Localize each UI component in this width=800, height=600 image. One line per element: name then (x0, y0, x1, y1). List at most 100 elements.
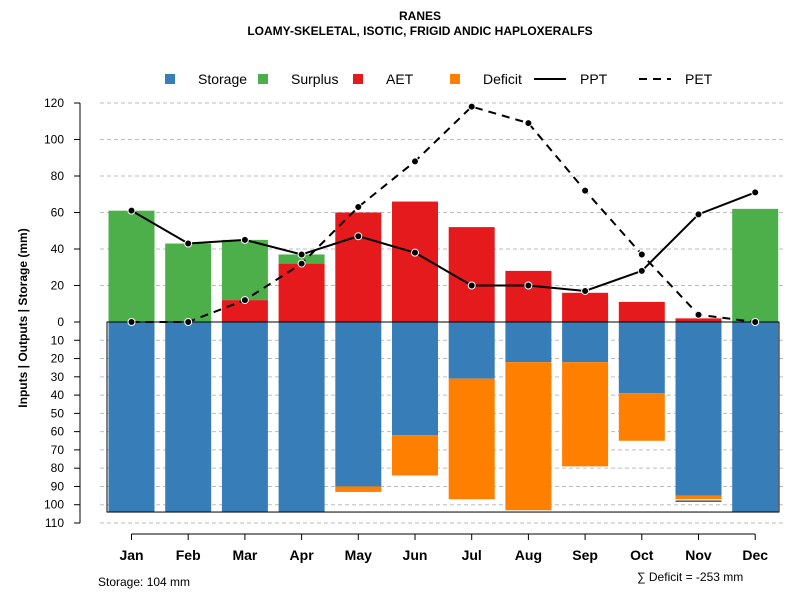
bar-storage (732, 322, 779, 513)
ppt-point (127, 206, 136, 215)
x-tick-label: Jul (462, 547, 482, 563)
legend-label-deficit: Deficit (483, 71, 522, 87)
bar-storage (278, 322, 325, 513)
bar-deficit (335, 486, 382, 492)
x-tick-label: Apr (290, 547, 315, 563)
bar-storage (165, 322, 212, 513)
bar-surplus (732, 208, 779, 322)
bar-surplus (221, 239, 268, 301)
pet-point (524, 119, 533, 128)
pet-point (411, 157, 419, 166)
deficit-note: ∑ Deficit = -253 mm (637, 570, 744, 584)
pet-point (751, 318, 760, 326)
pet-line (131, 105, 756, 323)
y-tick-label: 20 (51, 279, 65, 293)
ppt-point (694, 210, 703, 219)
x-tick-label: May (345, 547, 372, 563)
y-tick-label: 100 (44, 133, 64, 147)
bar-storage (562, 322, 609, 363)
bar-aet (562, 292, 609, 322)
ppt-point (751, 188, 760, 197)
legend-label-pet: PET (685, 71, 713, 87)
pet-point (127, 318, 136, 326)
bars-group (106, 201, 780, 513)
legend-label-storage: Storage (198, 71, 247, 87)
lines-group (127, 102, 760, 326)
bar-storage (108, 322, 155, 513)
bar-deficit (618, 393, 665, 441)
legend-swatch-aet (353, 74, 363, 84)
bar-aet (505, 270, 552, 322)
pet-point (694, 310, 703, 319)
bar-storage (505, 322, 552, 363)
bar-deficit (505, 362, 552, 511)
ppt-point (297, 250, 306, 259)
bar-storage (392, 322, 438, 436)
x-tick-label: Oct (630, 547, 654, 563)
y-tick-label: 100 (44, 498, 64, 512)
bar-aet (675, 318, 722, 322)
y-tick-label: 110 (45, 516, 64, 530)
ppt-point (184, 239, 193, 248)
x-tick-label: Aug (515, 547, 542, 563)
bar-aet (278, 263, 325, 322)
bar-surplus (165, 243, 212, 322)
bar-surplus (278, 254, 325, 264)
pet-point (297, 259, 306, 268)
ppt-point (240, 235, 249, 244)
y-tick-label: 20 (51, 352, 65, 366)
x-tick-label: Jan (119, 547, 143, 563)
y-tick-label: 80 (51, 461, 65, 475)
x-tick-label: Jun (403, 547, 428, 563)
legend-swatch-storage (165, 74, 175, 84)
y-tick-label: 10 (51, 333, 65, 347)
pet-point (240, 296, 249, 305)
y-tick-label: 40 (51, 388, 65, 402)
y-tick-label: 80 (51, 169, 65, 183)
pet-point (354, 203, 363, 212)
bar-storage (448, 322, 495, 379)
ppt-point (467, 281, 476, 290)
x-tick-label: Dec (742, 547, 768, 563)
chart-title: RANES (399, 9, 441, 23)
bar-storage (675, 322, 722, 496)
bar-deficit (675, 495, 722, 500)
bar-aet (618, 301, 665, 322)
pet-point (637, 250, 646, 259)
legend-swatch-deficit (450, 74, 460, 84)
y-tick-label: 50 (51, 406, 65, 420)
bar-surplus (108, 210, 155, 322)
legend-swatch-surplus (258, 74, 268, 84)
x-tick-label: Sep (572, 547, 598, 563)
pet-point (581, 186, 590, 195)
x-tick-label: Feb (176, 547, 201, 563)
y-tick-label: 60 (51, 206, 65, 220)
bar-deficit (392, 435, 438, 476)
legend-label-ppt: PPT (580, 71, 608, 87)
storage-note: Storage: 104 mm (98, 575, 191, 589)
bar-storage (221, 322, 268, 513)
y-tick-label: 0 (57, 315, 64, 329)
legend-label-aet: AET (386, 71, 414, 87)
axes-group: 0 20 40 60 80 100 120 10 20 30 40 50 60 70 80 90 100 110 J… (44, 96, 768, 563)
legend-label-surplus: Surplus (291, 71, 338, 87)
bar-deficit (448, 378, 495, 500)
y-tick-label: 40 (51, 242, 65, 256)
chart-subtitle: LOAMY-SKELETAL, ISOTIC, FRIGID ANDIC HAP… (247, 24, 592, 38)
ppt-line (130, 191, 756, 292)
y-tick-label: 90 (51, 479, 65, 493)
y-tick-label: 30 (51, 370, 65, 384)
y-axis-label: Inputs | Outputs | Storage (mm) (16, 228, 30, 407)
x-tick-label: Nov (685, 547, 712, 563)
y-tick-label: 60 (51, 425, 65, 439)
y-tick-label: 120 (44, 96, 64, 110)
chart-legend: Storage Surplus AET Deficit PPT PET (165, 71, 713, 87)
ppt-point (581, 286, 590, 295)
bar-aet (448, 227, 495, 322)
ppt-point (637, 266, 646, 275)
pet-point (467, 102, 476, 111)
y-tick-label: 70 (51, 443, 65, 457)
ppt-point (524, 281, 533, 290)
bar-storage (335, 322, 382, 487)
